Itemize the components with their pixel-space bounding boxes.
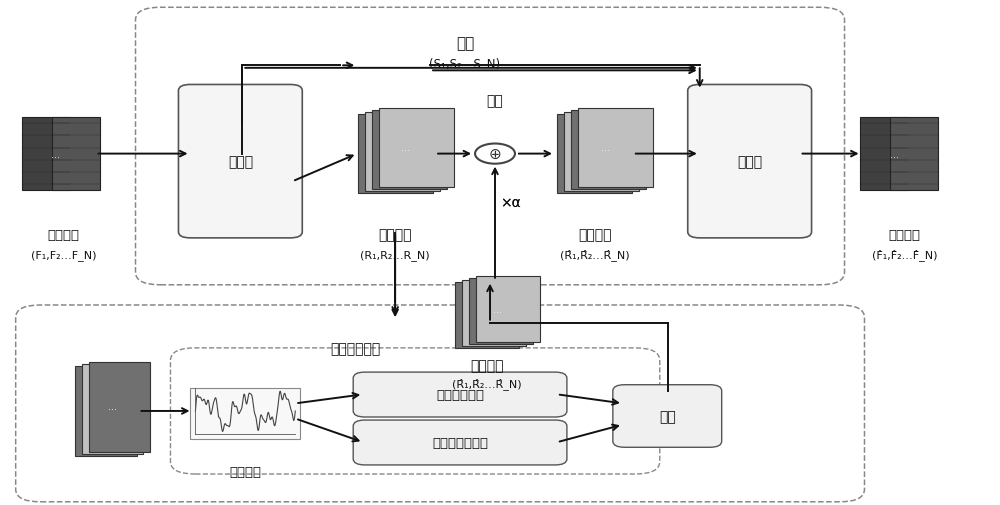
Text: 编码器: 编码器 — [228, 155, 253, 169]
FancyBboxPatch shape — [353, 372, 567, 417]
Bar — [564, 113, 639, 191]
Bar — [75, 366, 137, 457]
Text: 纹理: 纹理 — [456, 36, 474, 51]
Text: ...: ... — [890, 149, 899, 159]
Bar — [476, 277, 540, 342]
Bar — [860, 118, 908, 191]
Bar — [462, 281, 526, 346]
Bar — [578, 109, 653, 187]
Bar — [455, 283, 519, 348]
Text: 放大表达: 放大表达 — [578, 228, 612, 242]
Text: 运动信号: 运动信号 — [229, 465, 261, 478]
Text: (F₁,F₂…F_N): (F₁,F₂…F_N) — [31, 249, 96, 261]
FancyBboxPatch shape — [353, 420, 567, 465]
Text: ···: ··· — [401, 146, 410, 156]
Bar — [890, 118, 938, 191]
Text: ···: ··· — [108, 404, 117, 414]
Text: 相加: 相加 — [487, 94, 503, 109]
Text: ...: ... — [51, 149, 60, 159]
Text: ×α: ×α — [500, 195, 520, 209]
Text: ×α: ×α — [500, 195, 520, 209]
Text: 第三阶高斯滤波: 第三阶高斯滤波 — [432, 436, 488, 449]
Text: 输入视频: 输入视频 — [48, 228, 80, 241]
Text: ···: ··· — [601, 146, 610, 156]
Text: 运动分量: 运动分量 — [470, 359, 504, 373]
FancyBboxPatch shape — [688, 85, 812, 238]
Text: (R₁,R₂…R_N): (R₁,R₂…R_N) — [360, 249, 430, 261]
Bar — [571, 111, 646, 189]
Bar — [82, 364, 143, 454]
Bar — [89, 362, 150, 452]
Text: (S₁,S₂…S_N): (S₁,S₂…S_N) — [429, 57, 501, 70]
Text: 理想带通滤波: 理想带通滤波 — [436, 388, 484, 401]
Bar — [557, 115, 632, 193]
Bar — [379, 109, 454, 187]
Text: (R̂₁,R̂₂…R̂_N): (R̂₁,R̂₂…R̂_N) — [452, 378, 522, 389]
Text: 解码器: 解码器 — [737, 155, 762, 169]
Bar — [365, 113, 440, 191]
Text: 放大视频: 放大视频 — [888, 228, 920, 241]
Bar — [190, 388, 300, 439]
Bar — [469, 279, 533, 344]
Text: 运动表达: 运动表达 — [378, 228, 412, 242]
FancyBboxPatch shape — [178, 85, 302, 238]
FancyBboxPatch shape — [613, 385, 722, 447]
Text: (R̂₁,R̂₂…R̂_N): (R̂₁,R̂₂…R̂_N) — [560, 249, 630, 261]
Bar — [358, 115, 433, 193]
Text: 混合时域滤波: 混合时域滤波 — [330, 341, 380, 355]
Text: 组合: 组合 — [659, 409, 676, 423]
Bar — [22, 118, 70, 191]
Text: ···: ··· — [493, 308, 502, 318]
Bar — [52, 118, 100, 191]
Bar — [372, 111, 447, 189]
Text: (F̂₁,F̂₂…F̂_N): (F̂₁,F̂₂…F̂_N) — [872, 249, 937, 261]
Text: ⊕: ⊕ — [489, 146, 501, 161]
